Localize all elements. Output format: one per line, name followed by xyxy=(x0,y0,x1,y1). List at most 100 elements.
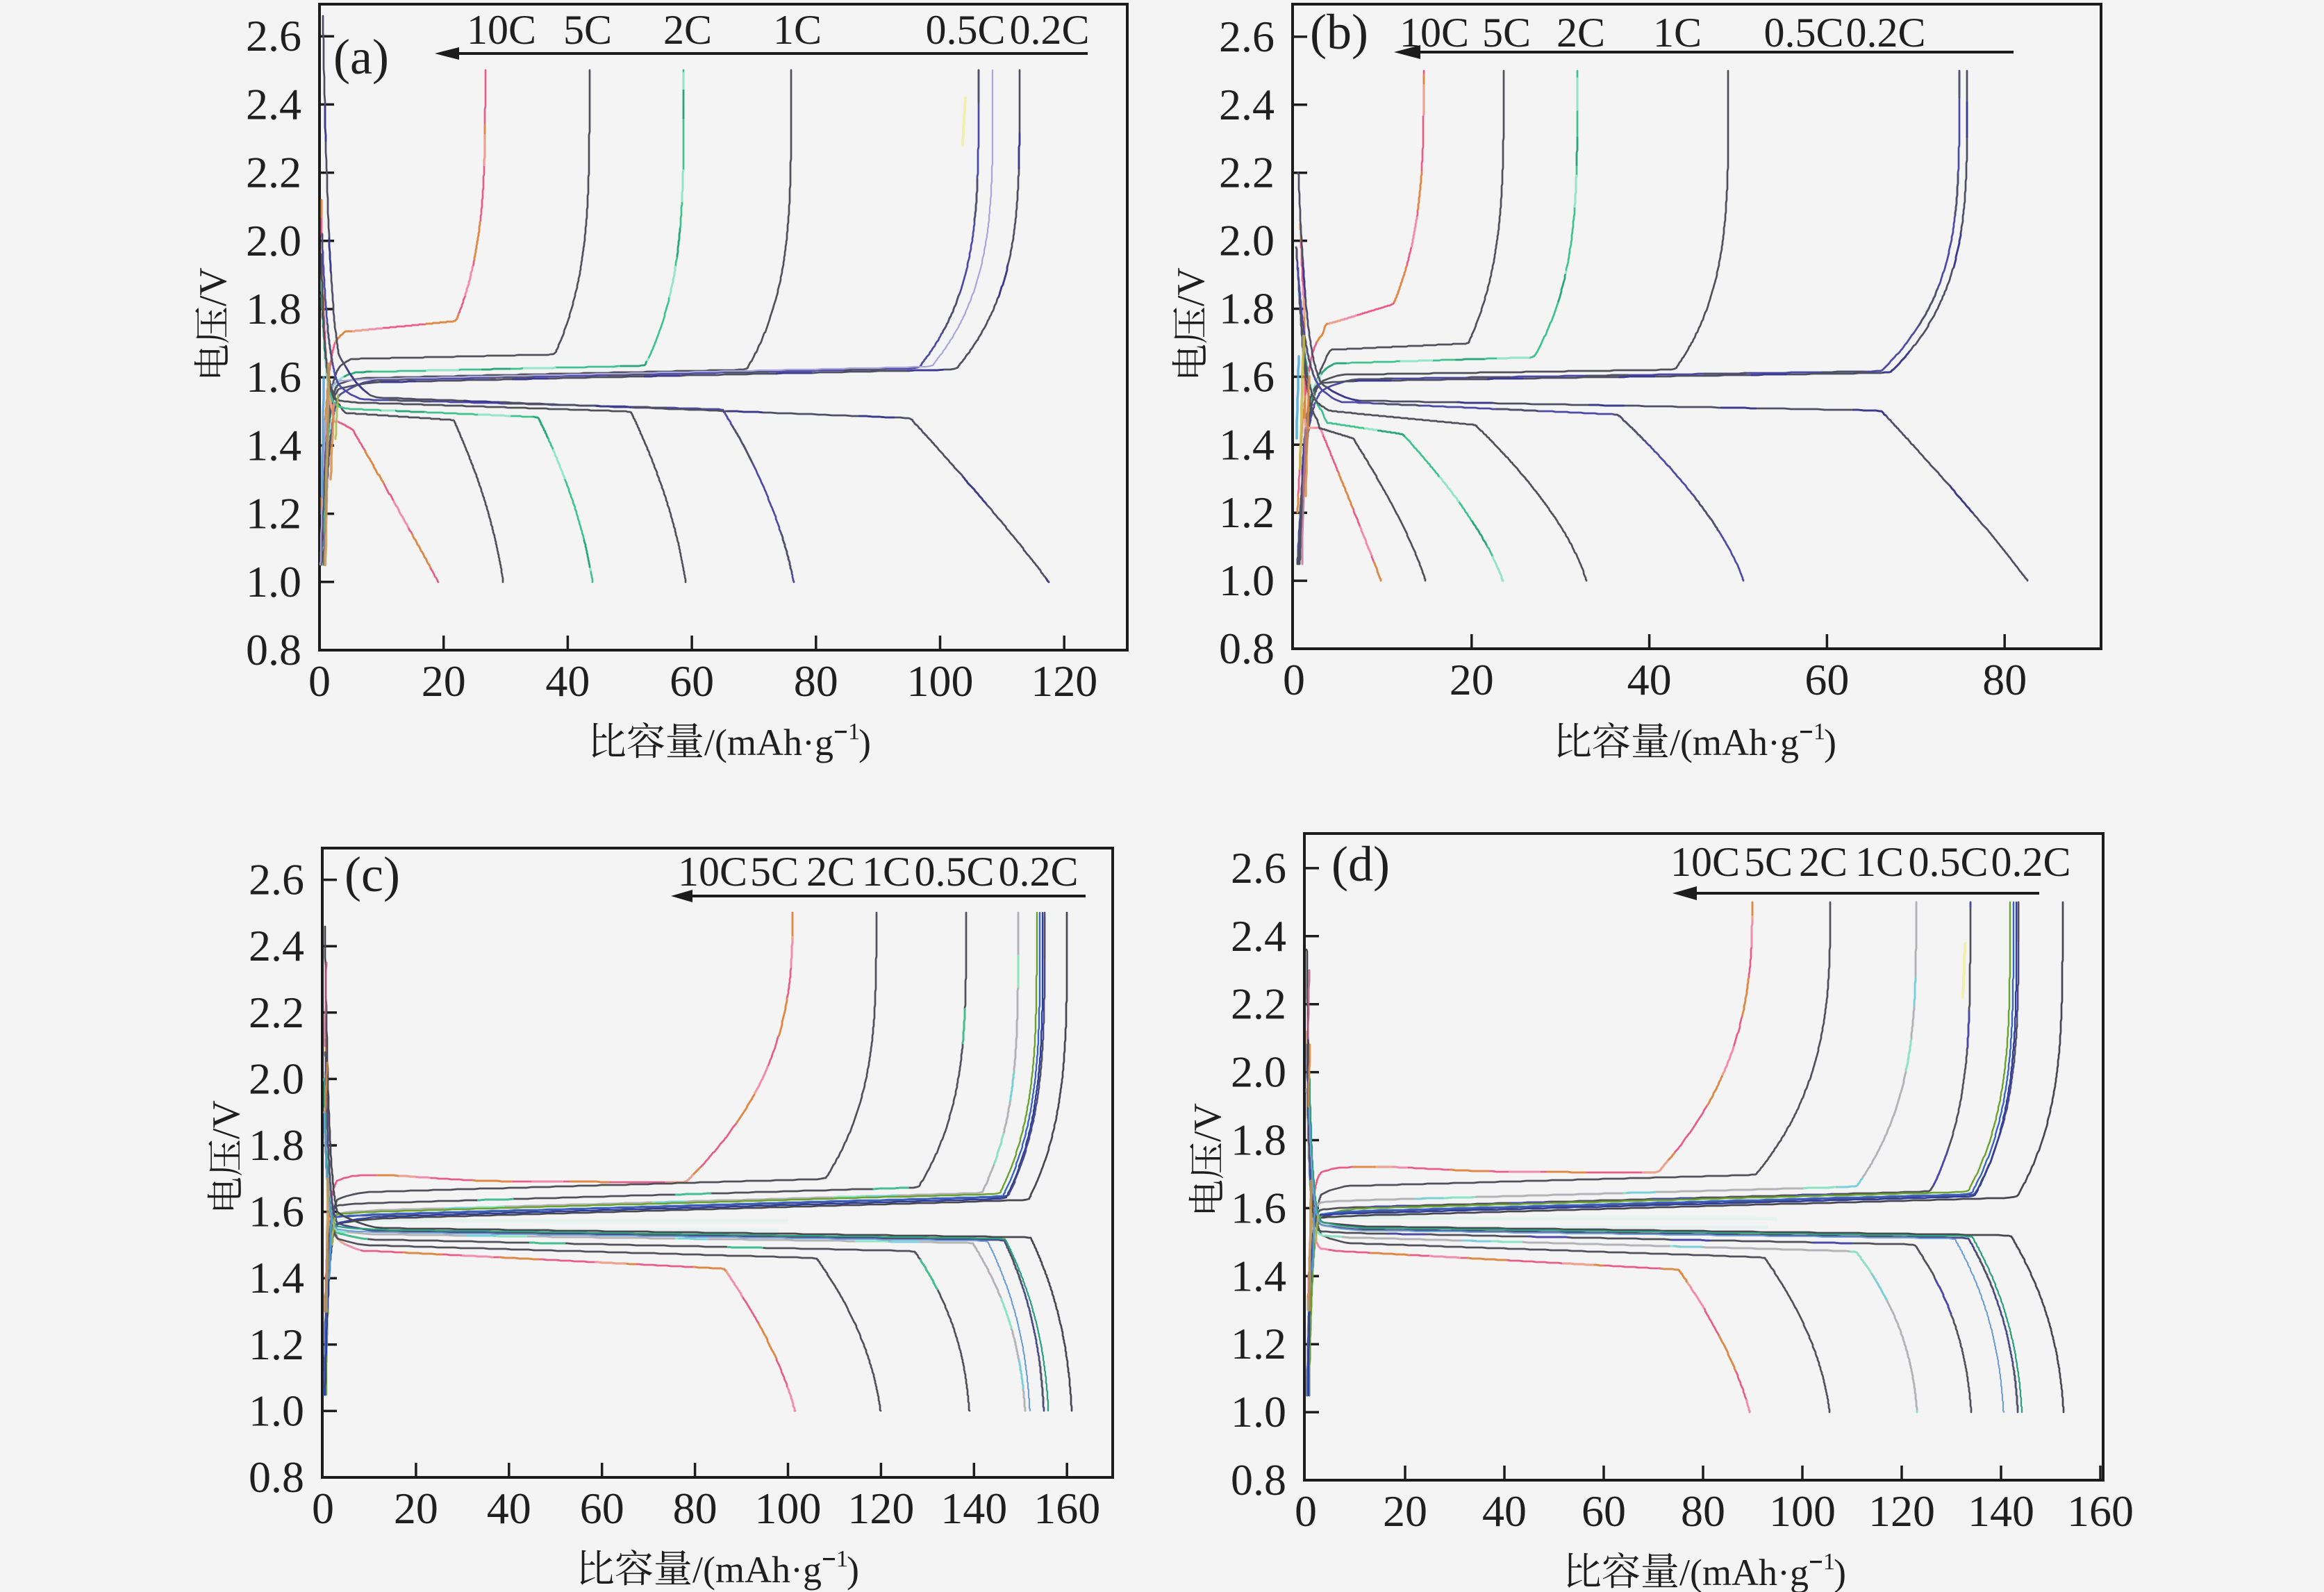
svg-text:80: 80 xyxy=(673,1484,717,1533)
svg-text:140: 140 xyxy=(1968,1486,2034,1536)
svg-text:(c): (c) xyxy=(345,847,400,902)
svg-text:1.6: 1.6 xyxy=(249,1187,304,1236)
svg-text:5C: 5C xyxy=(1482,10,1531,56)
svg-text:2.0: 2.0 xyxy=(1219,216,1275,265)
svg-text:): ) xyxy=(858,722,871,763)
svg-text:(d): (d) xyxy=(1331,836,1390,892)
svg-text:/(mAh·g: /(mAh·g xyxy=(1670,722,1799,763)
svg-text:20: 20 xyxy=(1450,655,1494,704)
svg-text:/(mAh·g: /(mAh·g xyxy=(1679,1552,1809,1592)
svg-text:1.0: 1.0 xyxy=(246,557,301,606)
svg-text:1.6: 1.6 xyxy=(1219,351,1275,401)
svg-text:2.6: 2.6 xyxy=(1219,12,1275,61)
svg-text:1.2: 1.2 xyxy=(246,489,301,538)
svg-text:0.5C: 0.5C xyxy=(925,7,1005,53)
svg-text:1C: 1C xyxy=(1653,10,1702,56)
svg-text:2.4: 2.4 xyxy=(1231,911,1286,961)
svg-text:0.5C: 0.5C xyxy=(1908,839,1988,885)
svg-text:0.8: 0.8 xyxy=(246,625,301,674)
svg-text:5C: 5C xyxy=(750,849,799,895)
svg-text:40: 40 xyxy=(1627,655,1672,704)
svg-text:120: 120 xyxy=(1868,1486,1935,1536)
svg-text:2.0: 2.0 xyxy=(249,1054,304,1103)
svg-text:2.4: 2.4 xyxy=(249,921,304,970)
svg-text:0: 0 xyxy=(308,656,331,706)
svg-text:1.4: 1.4 xyxy=(249,1253,304,1302)
svg-text:): ) xyxy=(847,1549,859,1591)
svg-text:2C: 2C xyxy=(663,7,712,53)
svg-text:120: 120 xyxy=(847,1484,914,1533)
svg-text:): ) xyxy=(1834,1552,1846,1592)
svg-text:2.0: 2.0 xyxy=(246,216,301,265)
svg-text:0.2C: 0.2C xyxy=(1845,10,1925,56)
svg-text:160: 160 xyxy=(2067,1486,2134,1536)
svg-text:): ) xyxy=(1824,722,1836,763)
svg-text:20: 20 xyxy=(1383,1486,1427,1536)
svg-text:120: 120 xyxy=(1031,656,1097,706)
svg-text:1C: 1C xyxy=(862,849,911,895)
svg-text:0.2C: 0.2C xyxy=(1009,7,1089,53)
svg-text:(b): (b) xyxy=(1310,4,1368,60)
svg-text:60: 60 xyxy=(1582,1486,1626,1536)
svg-text:1.2: 1.2 xyxy=(249,1320,304,1369)
svg-text:1C: 1C xyxy=(773,7,822,53)
svg-text:2.0: 2.0 xyxy=(1231,1047,1286,1097)
svg-text:0.2C: 0.2C xyxy=(1991,839,2070,885)
svg-text:1.4: 1.4 xyxy=(246,420,301,470)
svg-text:1.2: 1.2 xyxy=(1219,488,1275,537)
svg-text:60: 60 xyxy=(1804,655,1849,704)
svg-text:2.6: 2.6 xyxy=(1231,843,1286,893)
svg-text:1.6: 1.6 xyxy=(246,352,301,401)
svg-text:1.0: 1.0 xyxy=(1219,556,1275,605)
svg-text:40: 40 xyxy=(487,1484,531,1533)
svg-text:1.8: 1.8 xyxy=(1219,284,1275,333)
svg-text:1.2: 1.2 xyxy=(1231,1319,1286,1368)
svg-text:2.2: 2.2 xyxy=(249,988,304,1037)
svg-text:1.8: 1.8 xyxy=(246,284,301,333)
svg-text:/(mAh·g: /(mAh·g xyxy=(692,1549,822,1591)
svg-text:1.0: 1.0 xyxy=(1231,1387,1286,1436)
svg-text:2.4: 2.4 xyxy=(1219,80,1275,129)
svg-text:2.6: 2.6 xyxy=(249,855,304,904)
svg-text:2C: 2C xyxy=(1557,10,1605,56)
svg-text:80: 80 xyxy=(1681,1486,1725,1536)
svg-text:1.4: 1.4 xyxy=(1219,420,1275,469)
svg-text:2.2: 2.2 xyxy=(1231,979,1286,1029)
svg-text:160: 160 xyxy=(1034,1484,1100,1533)
svg-text:0: 0 xyxy=(312,1484,334,1533)
svg-text:5C: 5C xyxy=(1744,839,1793,885)
svg-text:2C: 2C xyxy=(1799,839,1848,885)
svg-text:20: 20 xyxy=(394,1484,438,1533)
svg-text:2.6: 2.6 xyxy=(246,11,301,60)
svg-text:0.5C: 0.5C xyxy=(1763,10,1843,56)
svg-text:2.2: 2.2 xyxy=(1219,148,1275,197)
svg-text:/V: /V xyxy=(1170,267,1213,306)
svg-text:80: 80 xyxy=(794,656,838,706)
svg-text:0: 0 xyxy=(1295,1486,1317,1536)
svg-text:1.4: 1.4 xyxy=(1231,1251,1286,1300)
svg-text:10C: 10C xyxy=(1670,839,1740,885)
svg-text:/V: /V xyxy=(1186,1103,1229,1142)
svg-text:(a): (a) xyxy=(333,29,389,85)
svg-text:2.2: 2.2 xyxy=(246,148,301,197)
svg-text:60: 60 xyxy=(670,656,714,706)
svg-text:2.4: 2.4 xyxy=(246,79,301,128)
svg-text:1C: 1C xyxy=(1855,839,1904,885)
svg-text:/V: /V xyxy=(192,267,235,306)
svg-text:140: 140 xyxy=(940,1484,1007,1533)
svg-text:2C: 2C xyxy=(806,849,855,895)
svg-text:60: 60 xyxy=(580,1484,624,1533)
svg-text:20: 20 xyxy=(422,656,466,706)
svg-text:80: 80 xyxy=(1982,655,2027,704)
svg-text:0.2C: 0.2C xyxy=(998,849,1078,895)
svg-text:1.6: 1.6 xyxy=(1231,1183,1286,1232)
svg-text:1.0: 1.0 xyxy=(249,1386,304,1435)
svg-text:100: 100 xyxy=(755,1484,822,1533)
svg-text:0.8: 0.8 xyxy=(249,1452,304,1502)
svg-text:40: 40 xyxy=(1482,1486,1527,1536)
svg-text:10C: 10C xyxy=(467,7,536,53)
svg-text:40: 40 xyxy=(545,656,590,706)
svg-text:1.8: 1.8 xyxy=(249,1120,304,1170)
svg-text:100: 100 xyxy=(1769,1486,1836,1536)
svg-text:10C: 10C xyxy=(678,849,747,895)
